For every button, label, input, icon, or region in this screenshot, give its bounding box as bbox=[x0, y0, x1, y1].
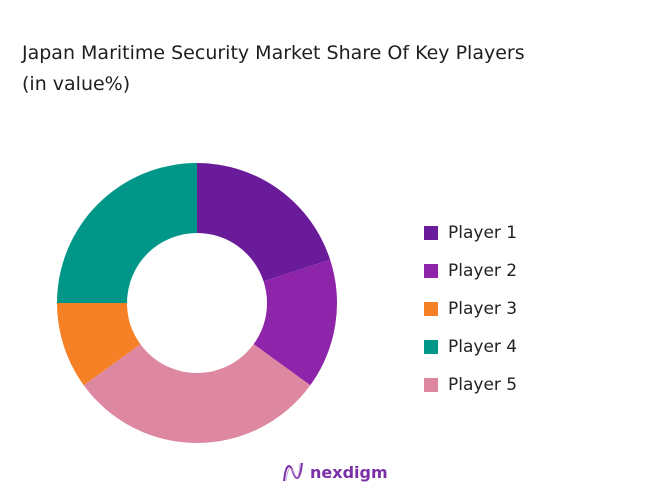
legend-label: Player 1 bbox=[448, 223, 518, 243]
legend-label: Player 5 bbox=[448, 375, 518, 395]
logo-text: nexdigm bbox=[310, 462, 388, 482]
nexdigm-logo: nexdigm bbox=[282, 461, 388, 483]
legend-label: Player 4 bbox=[448, 337, 518, 357]
legend-label: Player 2 bbox=[448, 261, 518, 281]
legend-item-player-4: Player 4 bbox=[424, 328, 517, 366]
legend-item-player-1: Player 1 bbox=[424, 214, 517, 252]
legend-item-player-3: Player 3 bbox=[424, 290, 517, 328]
legend-swatch bbox=[424, 378, 438, 392]
legend-swatch bbox=[424, 340, 438, 354]
chart-title: Japan Maritime Security Market Share Of … bbox=[22, 38, 525, 100]
slice-player-4 bbox=[57, 163, 197, 303]
slice-player-1 bbox=[197, 163, 331, 282]
legend-swatch bbox=[424, 226, 438, 240]
title-line-2: (in value%) bbox=[22, 73, 131, 95]
legend-label: Player 3 bbox=[448, 299, 518, 319]
legend-item-player-2: Player 2 bbox=[424, 252, 517, 290]
title-line-1: Japan Maritime Security Market Share Of … bbox=[22, 42, 525, 64]
legend-item-player-5: Player 5 bbox=[424, 366, 517, 404]
slice-player-3 bbox=[57, 303, 141, 386]
legend-swatch bbox=[424, 264, 438, 278]
legend: Player 1 Player 2 Player 3 Player 4 Play… bbox=[424, 214, 517, 404]
logo-wave-icon bbox=[283, 462, 303, 482]
slice-player-5 bbox=[83, 344, 311, 444]
legend-swatch bbox=[424, 302, 438, 316]
slice-player-2 bbox=[253, 259, 338, 386]
